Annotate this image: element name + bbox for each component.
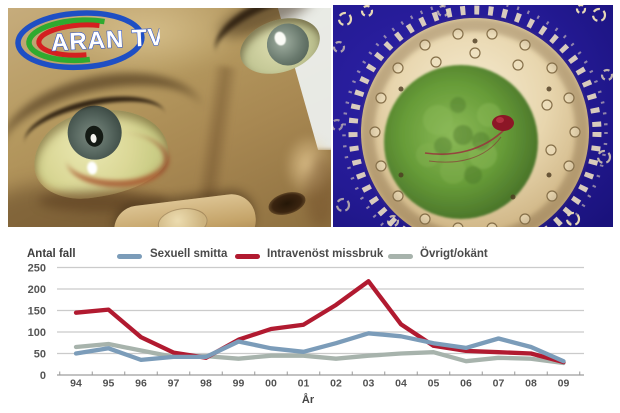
legend-label-intravenost-missbruk: Intravenöst missbruk — [267, 248, 384, 260]
x-tick-label: 03 — [363, 378, 375, 390]
x-tick-label: 95 — [103, 378, 115, 390]
x-tick-label: 05 — [428, 378, 440, 390]
x-tick-label: 04 — [395, 378, 407, 390]
x-tick-label: 07 — [493, 378, 505, 390]
y-tick-label: 0 — [40, 370, 46, 382]
logo-outer-ring — [15, 10, 145, 71]
surface-dark-dots — [398, 38, 552, 200]
series-line-1 — [73, 279, 566, 365]
y-tick-label: 150 — [28, 305, 46, 317]
y-tick-label: 50 — [34, 348, 46, 360]
y-axis-caption: Antal fall — [27, 248, 76, 260]
x-tick-label: 94 — [70, 378, 82, 390]
background-squiggles — [333, 5, 613, 227]
jaundiced-eye-photo: ARAN TV — [0, 0, 331, 227]
nose-bridge-shadow — [194, 64, 240, 202]
x-tick-label: 08 — [525, 378, 537, 390]
x-tick-label: 00 — [265, 378, 277, 390]
x-tick-label: 97 — [168, 378, 180, 390]
y-tick-label: 200 — [28, 284, 46, 296]
virus-photo — [333, 0, 617, 227]
plot-area: 0 50 100 150 200 250 94 95 96 97 98 99 00 01 02 03 04 05 0… — [28, 262, 584, 406]
y-tick-label: 100 — [28, 327, 46, 339]
series-line-0 — [73, 331, 566, 364]
series-line-2 — [73, 341, 566, 366]
envelope-inner-shadow — [361, 18, 589, 227]
x-tick-label: 98 — [200, 378, 212, 390]
fingernail — [156, 205, 210, 227]
x-tick-label: 06 — [460, 378, 472, 390]
y-tick-label: 250 — [28, 262, 46, 274]
legend-label-sexuell-smitta: Sexuell smitta — [150, 248, 228, 260]
cases-line-chart: Antal fall Sexuell smitta Intravenöst mi… — [0, 227, 620, 413]
logo-text: ARAN TV — [50, 24, 161, 57]
face-photo-art — [8, 8, 331, 227]
genome-strand — [424, 115, 514, 163]
legend-swatch-sexuell-smitta — [117, 254, 142, 259]
logo-inner-ring — [36, 22, 100, 58]
legend-label-ovrigt-okant: Övrigt/okänt — [420, 248, 488, 260]
surface-protein-rings — [369, 28, 581, 227]
legend-swatch-intravenost-missbruk — [235, 254, 260, 259]
nose-side-shadow — [305, 156, 331, 227]
virus-core — [384, 65, 538, 219]
x-tick-label: 96 — [135, 378, 147, 390]
x-axis-label: År — [302, 393, 315, 406]
logo-middle-ring — [26, 17, 105, 64]
x-tick-label: 99 — [233, 378, 245, 390]
aran-tv-logo: ARAN TV — [15, 10, 162, 71]
x-tick-label: 01 — [298, 378, 310, 390]
legend-swatch-ovrigt-okant — [388, 254, 413, 259]
nose-tip-highlight — [284, 134, 331, 198]
x-tick-label: 02 — [330, 378, 342, 390]
spike-ring — [342, 5, 608, 227]
x-tick-label: 09 — [558, 378, 570, 390]
virus-render — [333, 5, 613, 227]
